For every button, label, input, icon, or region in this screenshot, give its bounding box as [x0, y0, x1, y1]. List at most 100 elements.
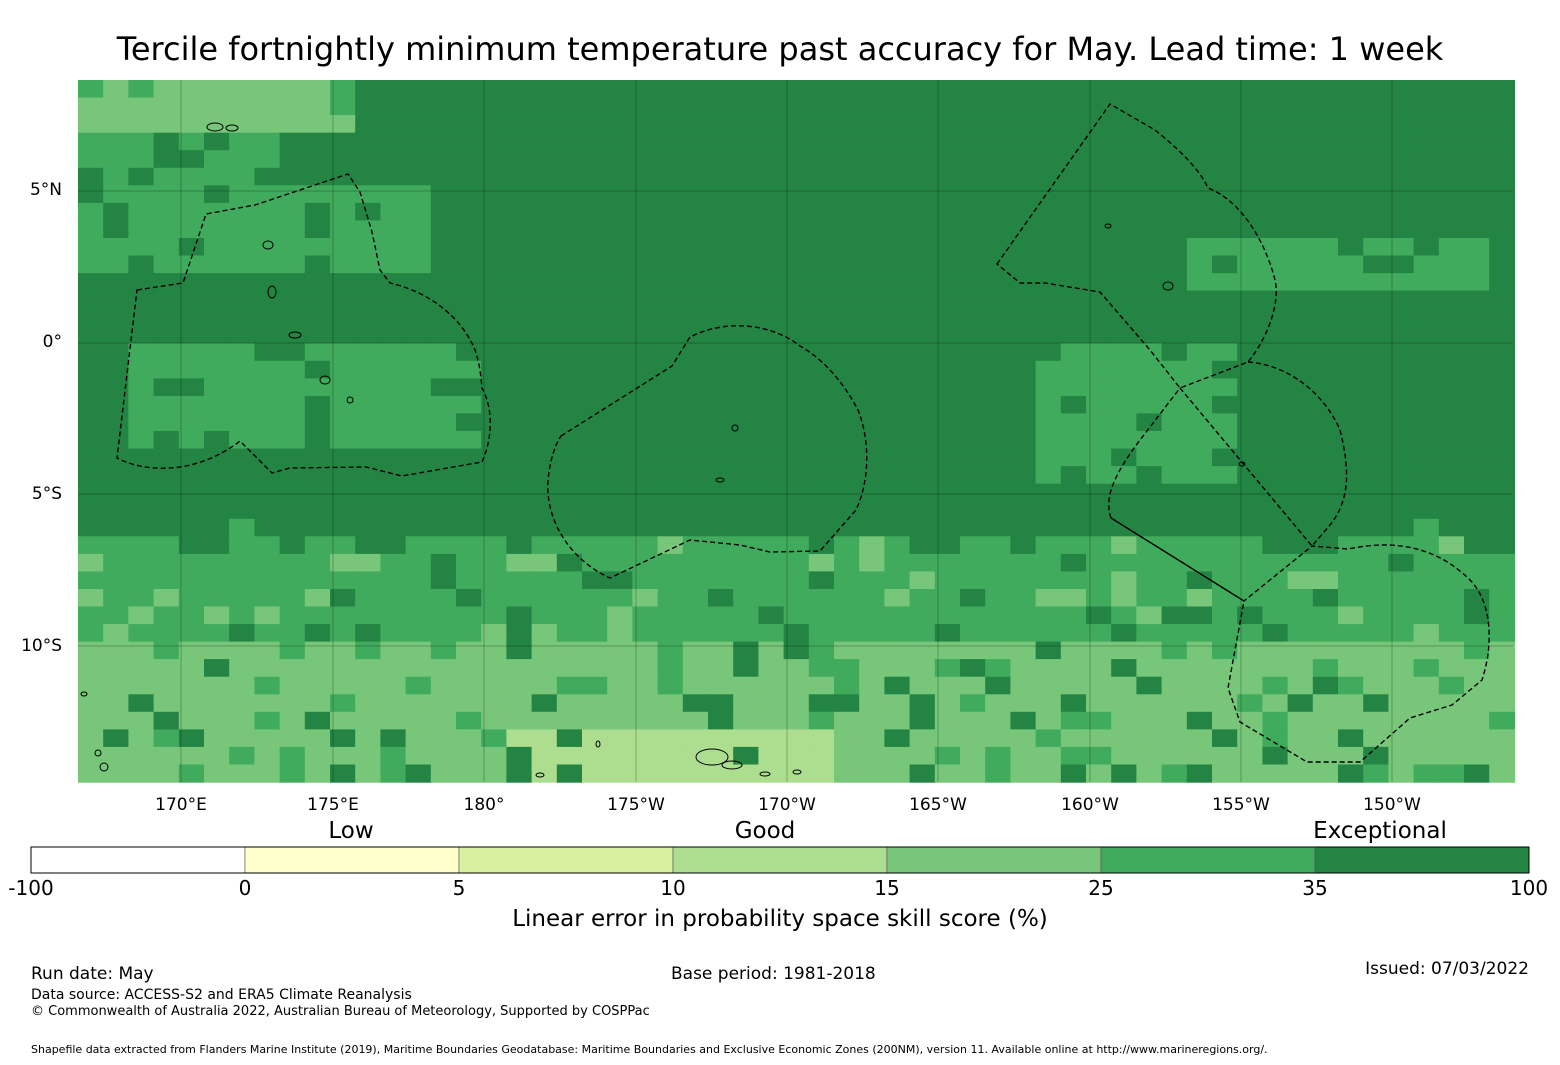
grid-cell — [1363, 308, 1389, 327]
grid-cell — [985, 711, 1011, 730]
grid-cell — [355, 378, 381, 397]
grid-cell — [1489, 97, 1515, 116]
grid-cell — [380, 97, 407, 116]
grid-cell — [808, 167, 835, 186]
grid-cell — [783, 325, 810, 344]
grid-cell — [657, 466, 684, 485]
grid-cell — [708, 624, 734, 643]
grid-cell — [733, 553, 759, 573]
grid-cell — [229, 641, 255, 660]
grid-cell — [430, 624, 457, 643]
grid-cell — [481, 202, 507, 222]
grid-cell — [304, 641, 331, 660]
grid-cell — [859, 220, 885, 239]
grid-cell — [733, 641, 759, 660]
grid-cell — [834, 115, 860, 134]
grid-cell — [632, 220, 659, 239]
grid-cell — [582, 483, 608, 502]
grid-cell — [783, 308, 810, 327]
grid-cell — [204, 553, 230, 573]
grid-cell — [1010, 185, 1037, 204]
grid-cell — [1136, 536, 1163, 555]
grid-cell — [153, 501, 180, 520]
eez-boundary-cook-north — [1110, 517, 1490, 763]
grid-cell — [380, 255, 407, 274]
grid-cell — [632, 185, 659, 204]
grid-cell — [1186, 220, 1213, 239]
grid-cell — [607, 273, 633, 292]
grid-cell — [808, 431, 835, 450]
grid-cell — [456, 238, 482, 257]
grid-cell — [1060, 729, 1087, 748]
grid-cell — [884, 343, 911, 362]
grid-cell — [304, 413, 331, 432]
grid-cell — [254, 80, 281, 99]
grid-cell — [1010, 711, 1037, 730]
grid-cell — [304, 624, 331, 643]
grid-cell — [1489, 343, 1515, 362]
grid-cell — [506, 97, 533, 116]
grid-cell — [582, 290, 608, 309]
grid-cell — [254, 238, 281, 257]
grid-cell — [582, 132, 608, 151]
grid-cell — [934, 97, 961, 116]
grid-cell — [204, 659, 230, 678]
grid-cell — [481, 606, 507, 625]
grid-cell — [178, 536, 205, 555]
grid-cell — [859, 238, 885, 257]
grid-cell — [1363, 220, 1389, 239]
grid-cell — [1161, 378, 1188, 397]
grid-cell — [430, 746, 457, 766]
grid-cell — [128, 185, 155, 204]
eez-boundary-kiribati-line-north — [996, 103, 1277, 389]
grid-cell — [582, 694, 608, 713]
grid-cell — [103, 220, 129, 239]
grid-cell — [1262, 466, 1289, 485]
grid-cell — [103, 501, 129, 520]
grid-cell — [456, 729, 482, 748]
grid-cell — [254, 729, 281, 748]
grid-cell — [934, 202, 961, 222]
grid-cell — [1237, 536, 1263, 555]
grid-cell — [859, 343, 885, 362]
grid-cell — [1035, 202, 1062, 222]
grid-cell — [1035, 325, 1062, 344]
grid-cell — [960, 606, 986, 625]
grid-cell — [456, 273, 482, 292]
grid-cell — [1413, 606, 1440, 625]
grid-cell — [531, 343, 558, 362]
grid-cell — [1388, 571, 1415, 590]
grid-cell — [1035, 746, 1062, 766]
grid-cell — [78, 729, 104, 748]
grid-cell — [456, 746, 482, 766]
grid-cell — [330, 360, 356, 379]
grid-cell — [204, 413, 230, 432]
colorbar-tick: 10 — [660, 876, 686, 900]
grid-cell — [1237, 729, 1263, 748]
grid-cell — [834, 255, 860, 274]
grid-cell — [960, 466, 986, 485]
island-outline — [288, 331, 302, 339]
grid-cell — [1212, 290, 1238, 309]
grid-cell — [1161, 220, 1188, 239]
grid-cell — [380, 308, 407, 327]
grid-cell — [430, 413, 457, 432]
grid-cell — [909, 606, 936, 625]
grid-cell — [153, 466, 180, 485]
grid-cell — [808, 378, 835, 397]
grid-cell — [1438, 290, 1465, 309]
grid-cell — [1262, 360, 1289, 379]
grid-cell — [1237, 501, 1263, 520]
grid-cell — [330, 290, 356, 309]
grid-cell — [78, 589, 104, 608]
grid-cell — [456, 448, 482, 467]
grid-cell — [682, 360, 709, 379]
grid-cell — [380, 202, 407, 222]
grid-cell — [380, 360, 407, 379]
grid-cell — [1388, 220, 1415, 239]
grid-cell — [657, 132, 684, 151]
grid-cell — [153, 395, 180, 415]
grid-cell — [834, 553, 860, 573]
grid-cell — [103, 711, 129, 730]
